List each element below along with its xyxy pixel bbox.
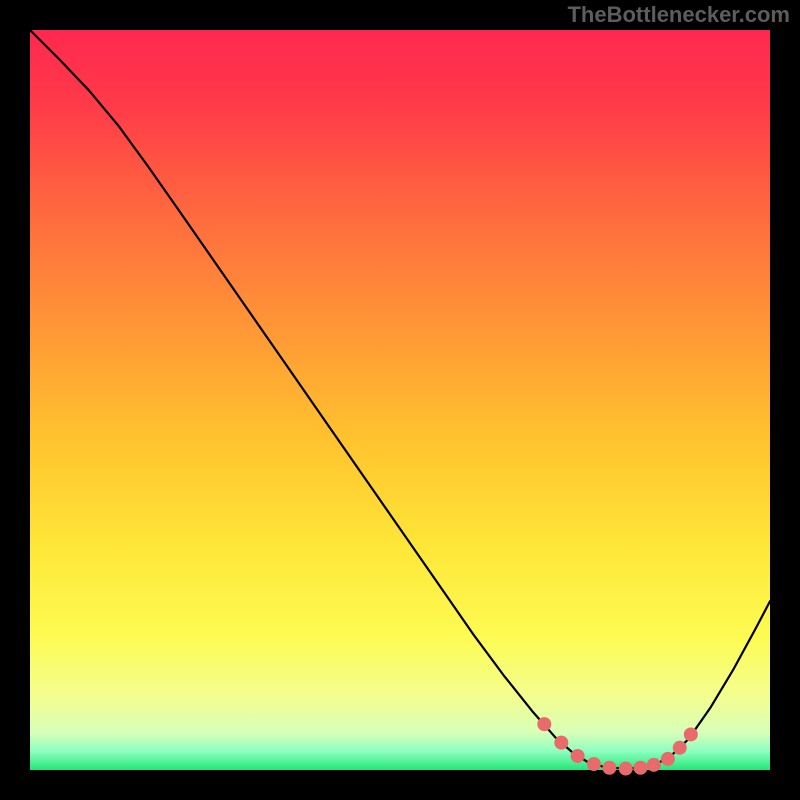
marker-dot (634, 761, 647, 774)
watermark-text: TheBottlenecker.com (567, 2, 790, 28)
chart-svg (0, 0, 800, 800)
chart-container: TheBottlenecker.com (0, 0, 800, 800)
marker-dot (555, 736, 568, 749)
marker-dot (684, 728, 697, 741)
marker-dot (538, 718, 551, 731)
marker-dot (571, 749, 584, 762)
marker-dot (619, 762, 632, 775)
marker-dot (603, 761, 616, 774)
marker-dot (661, 752, 674, 765)
marker-dot (673, 741, 686, 754)
marker-dot (587, 758, 600, 771)
plot-background (30, 30, 770, 770)
marker-dot (647, 758, 660, 771)
